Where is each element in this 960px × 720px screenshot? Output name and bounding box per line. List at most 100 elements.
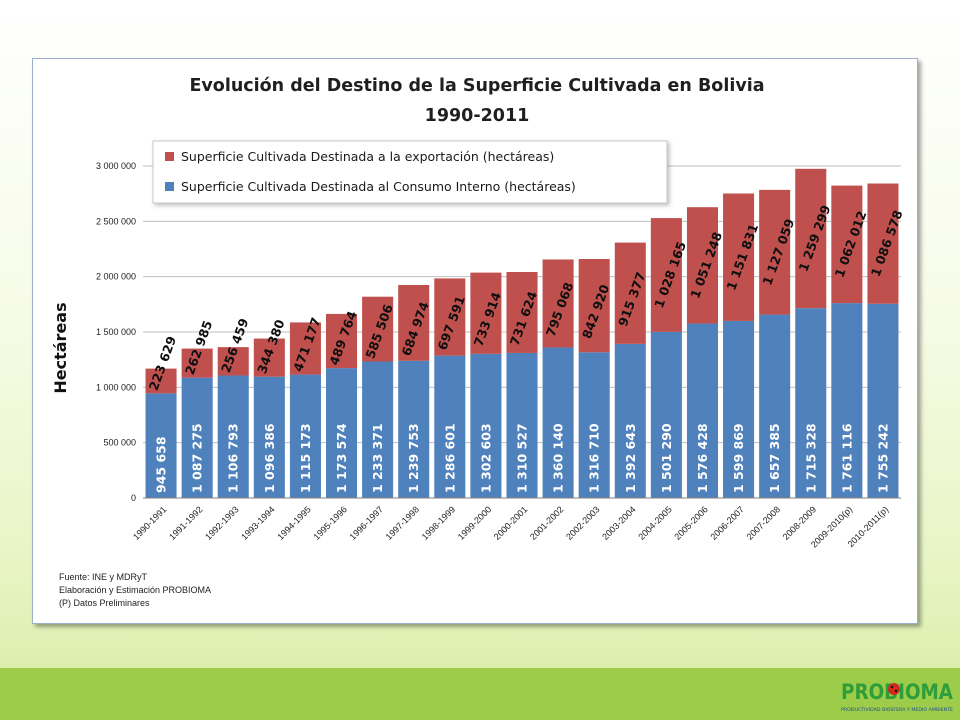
source-line-3: (P) Datos Preliminares [59, 598, 150, 608]
bar-consumo-interno [145, 393, 177, 498]
x-tick-label: 1997-1998 [384, 504, 422, 542]
bar-exportacion [831, 185, 863, 304]
x-tick-label: 2002-2003 [564, 504, 602, 542]
bar-exportacion [145, 368, 177, 394]
bar-exportacion [181, 348, 213, 378]
data-label-consumo-interno: 1 087 275 [190, 423, 205, 493]
data-label-consumo-interno: 1 106 793 [226, 423, 241, 493]
x-tick-label: 2004-2005 [636, 504, 674, 542]
legend-swatch-internal [165, 182, 174, 191]
bar-consumo-interno [506, 352, 538, 498]
bar-consumo-interno [181, 377, 213, 498]
bar-exportacion [289, 322, 321, 375]
data-label-consumo-interno: 1 316 710 [587, 423, 602, 493]
data-label-consumo-interno: 1 286 601 [442, 423, 457, 493]
bar-exportacion [253, 338, 285, 377]
bar-exportacion [795, 168, 827, 309]
y-tick-label: 1 000 000 [96, 382, 136, 392]
bar-consumo-interno [362, 361, 394, 498]
x-tick-label: 1993-1994 [239, 504, 277, 542]
stacked-bar-chart: Evolución del Destino de la Superficie C… [51, 76, 906, 608]
legend-label-internal: Superficie Cultivada Destinada al Consum… [181, 179, 576, 194]
x-tick-label: 2003-2004 [600, 504, 638, 542]
legend-box [152, 140, 668, 204]
y-tick-label: 1 500 000 [96, 327, 136, 337]
data-label-consumo-interno: 1 115 173 [298, 423, 313, 493]
source-line-2: Elaboración y Estimación PROBIOMA [59, 585, 211, 595]
bar-consumo-interno [434, 355, 466, 498]
x-tick-label: 2008-2009 [781, 504, 819, 542]
x-tick-label: 1995-1996 [311, 504, 349, 542]
bar-exportacion [506, 272, 538, 353]
legend-swatch-export [165, 152, 174, 161]
bar-exportacion [650, 218, 682, 332]
bar-exportacion [434, 278, 466, 356]
y-tick-label: 500 000 [103, 438, 136, 448]
bar-exportacion [217, 347, 249, 376]
data-label-consumo-interno: 1 755 242 [875, 423, 890, 493]
bar-consumo-interno [686, 323, 718, 498]
bar-consumo-interno [867, 303, 899, 498]
x-tick-label: 2005-2006 [672, 504, 710, 542]
bar-exportacion [542, 259, 574, 348]
bar-exportacion [326, 313, 358, 369]
chart-title: Evolución del Destino de la Superficie C… [189, 76, 764, 96]
bar-exportacion [686, 207, 718, 324]
data-label-consumo-interno: 1 576 428 [695, 423, 710, 493]
data-label-consumo-interno: 945 658 [154, 436, 169, 493]
bar-exportacion [578, 259, 610, 353]
bar-consumo-interno [542, 347, 574, 498]
ladybug-icon [888, 683, 900, 695]
probioma-logo: PROBIOMA PRODUCTIVIDAD BIOSFERA Y MEDIO … [841, 680, 954, 712]
bars [145, 168, 899, 498]
data-label-consumo-interno: 1 715 328 [803, 423, 818, 493]
data-label-consumo-interno: 1 173 574 [334, 423, 349, 493]
data-label-consumo-interno: 1 599 869 [731, 423, 746, 493]
x-tick-label: 1998-1999 [420, 504, 458, 542]
x-tick-label: 2000-2001 [492, 504, 530, 542]
bar-consumo-interno [217, 375, 249, 498]
data-label-consumo-interno: 1 302 603 [478, 423, 493, 493]
data-label-consumo-interno: 1 657 385 [767, 423, 782, 493]
x-tick-label: 1992-1993 [203, 504, 241, 542]
data-label-consumo-interno: 1 392 643 [623, 423, 638, 493]
bar-consumo-interno [398, 360, 430, 498]
bar-consumo-interno [795, 308, 827, 498]
data-label-consumo-interno: 1 233 371 [370, 423, 385, 493]
bar-exportacion [614, 242, 646, 344]
bar-consumo-interno [578, 352, 610, 498]
bar-consumo-interno [289, 374, 321, 498]
y-tick-label: 0 [131, 493, 136, 503]
x-tick-label: 1991-1992 [167, 504, 205, 542]
x-tick-label: 1994-1995 [275, 504, 313, 542]
bar-consumo-interno [253, 376, 285, 498]
data-label-consumo-interno: 1 310 527 [515, 423, 530, 493]
source-line-1: Fuente: INE y MDRyT [59, 572, 148, 582]
bar-consumo-interno [831, 303, 863, 498]
y-tick-label: 2 500 000 [96, 216, 136, 226]
data-label-consumo-interno: 1 239 753 [406, 423, 421, 493]
bar-consumo-interno [326, 368, 358, 498]
slide-bottom-band [0, 668, 960, 720]
data-label-consumo-interno: 1 761 116 [839, 423, 854, 493]
bar-consumo-interno [723, 320, 755, 498]
chart-subtitle: 1990-2011 [425, 106, 530, 126]
bar-consumo-interno [470, 353, 502, 498]
bar-exportacion [398, 284, 430, 361]
x-tick-label: 1990-1991 [131, 504, 169, 542]
bar-exportacion [867, 183, 899, 304]
bar-consumo-interno [759, 314, 791, 498]
x-tick-label: 1996-1997 [348, 504, 386, 542]
legend: Superficie Cultivada Destinada a la expo… [152, 140, 668, 204]
bar-exportacion [723, 193, 755, 321]
bar-exportacion [362, 296, 394, 362]
bar-exportacion [470, 272, 502, 354]
x-axis-ticks: 1990-19911991-19921992-19931993-19941994… [131, 504, 890, 549]
data-label-consumo-interno: 1 096 386 [262, 423, 277, 493]
x-tick-label: 2001-2002 [528, 504, 566, 542]
y-tick-label: 2 000 000 [96, 272, 136, 282]
legend-label-export: Superficie Cultivada Destinada a la expo… [181, 149, 554, 164]
bar-consumo-interno [650, 331, 682, 498]
y-axis-ticks: 0 500 000 1 000 000 1 500 000 2 000 000 2 500… [96, 161, 136, 503]
x-tick-label: 1999-2000 [456, 504, 494, 542]
